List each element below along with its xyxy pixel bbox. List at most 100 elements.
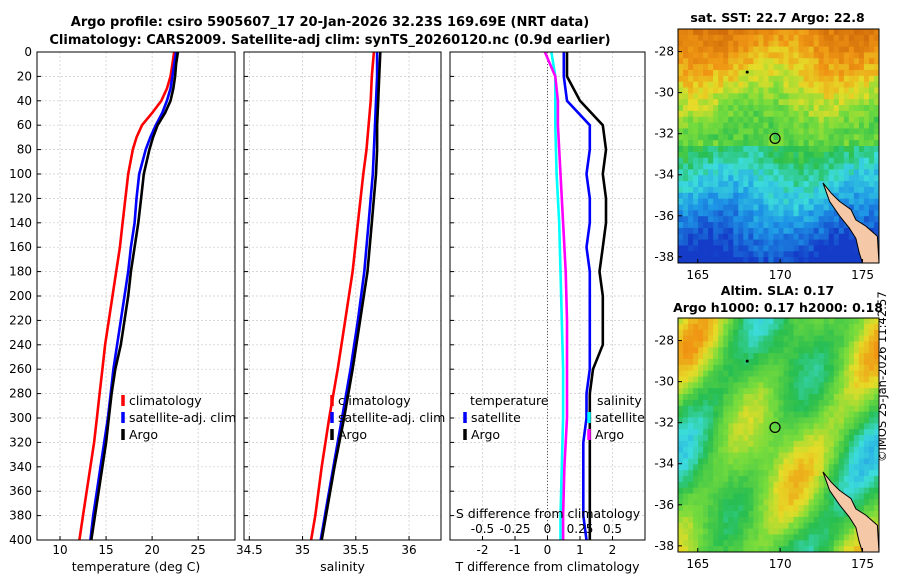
sla-map-cell bbox=[803, 458, 810, 465]
sst-map-cell bbox=[848, 251, 855, 258]
sst-map-cell bbox=[788, 157, 794, 164]
sst-map-cell bbox=[763, 87, 769, 94]
sst-map-cell bbox=[798, 134, 805, 141]
sla-map-cell bbox=[768, 347, 774, 354]
sla-map-cell bbox=[808, 446, 815, 453]
sla-map-cell bbox=[758, 435, 764, 442]
sst-map-cell bbox=[763, 34, 769, 42]
sla-map-cell bbox=[863, 399, 870, 407]
sla-map-cell bbox=[833, 470, 840, 477]
sst-map-cell bbox=[728, 157, 734, 164]
sla-map-cell bbox=[788, 318, 794, 325]
sst-map-cell bbox=[778, 163, 784, 170]
sla-map-cell bbox=[743, 522, 749, 529]
sla-map-cell bbox=[708, 376, 714, 383]
sst-map-cell bbox=[743, 81, 749, 88]
sst-map-cell bbox=[853, 151, 860, 159]
sla-map-cell bbox=[823, 376, 830, 383]
sst-map-cell bbox=[753, 116, 759, 123]
sst-map-cell bbox=[833, 81, 840, 88]
sst-map-cell bbox=[768, 52, 774, 59]
sla-map-cell bbox=[738, 528, 744, 535]
sla-map-cell bbox=[763, 440, 769, 448]
sst-map-cell bbox=[778, 110, 784, 118]
sla-map-cell bbox=[718, 347, 724, 354]
sst-map-cell bbox=[743, 75, 749, 83]
sst-map-cell bbox=[858, 175, 865, 182]
sst-map-cell bbox=[838, 128, 845, 135]
sla-map-cell bbox=[773, 353, 779, 360]
depth-tick-label: 20 bbox=[17, 69, 32, 83]
sst-map-cell bbox=[788, 110, 794, 118]
sst-map-cell bbox=[688, 134, 694, 141]
sst-map-cell bbox=[723, 233, 729, 240]
sst-map-cell bbox=[858, 216, 865, 223]
sla-map: 165 170 175-28-30-32-34-36-38 bbox=[654, 317, 880, 571]
sst-map-cell bbox=[863, 128, 870, 135]
sst-map-cell bbox=[683, 99, 689, 106]
sla-map-cell bbox=[728, 464, 734, 471]
sst-map-cell bbox=[738, 64, 744, 71]
sst-map-cell bbox=[698, 169, 704, 176]
sst-map-cell bbox=[823, 251, 830, 258]
sla-map-cell bbox=[798, 440, 805, 448]
sst-map-cell bbox=[778, 204, 784, 211]
sst-map-cell bbox=[748, 198, 754, 205]
sst-map-cell bbox=[873, 198, 880, 205]
sla-map-cell bbox=[813, 411, 820, 418]
sst-map-cell bbox=[788, 245, 794, 252]
sla-map-cell bbox=[803, 540, 810, 547]
sst-map-cell bbox=[698, 40, 704, 47]
sst-map-cell bbox=[863, 40, 870, 47]
sst-map-cell bbox=[768, 105, 774, 112]
sla-map-cell bbox=[733, 318, 739, 325]
sla-map-cell bbox=[818, 540, 825, 547]
salinity-legend-label: Argo bbox=[338, 427, 367, 442]
sla-map-cell bbox=[688, 470, 694, 477]
sla-map-cell bbox=[823, 440, 830, 448]
sla-map-cell bbox=[803, 499, 810, 506]
sla-map-cell bbox=[713, 458, 719, 465]
sla-map-cell bbox=[858, 417, 865, 424]
sla-map-cell bbox=[868, 329, 875, 336]
sla-map-cell bbox=[808, 411, 815, 418]
sla-map-cell bbox=[823, 341, 830, 348]
sla-map-cell bbox=[853, 364, 860, 372]
sst-map-cell bbox=[753, 163, 759, 170]
sst-map-cell bbox=[713, 146, 719, 153]
sst-map-cell bbox=[693, 116, 699, 123]
sla-map-cell bbox=[723, 335, 729, 342]
sla-map-cell bbox=[678, 388, 684, 395]
sst-map-cell bbox=[773, 64, 779, 71]
sla-map-cell bbox=[743, 464, 749, 471]
sla-map-cell bbox=[688, 522, 694, 529]
sla-map-cell bbox=[698, 347, 704, 354]
sla-map-cell bbox=[843, 347, 850, 354]
sst-map-cell bbox=[863, 34, 870, 42]
sst-map-cell bbox=[808, 216, 815, 223]
sla-map-cell bbox=[708, 370, 714, 377]
sla-map-cell bbox=[748, 475, 754, 483]
sst-map-cell bbox=[738, 222, 744, 229]
sla-map-cell bbox=[718, 394, 724, 401]
sst-map-cell bbox=[718, 122, 724, 129]
sla-map-cell bbox=[698, 534, 704, 541]
sla-map-cell bbox=[773, 417, 779, 424]
sst-map-cell bbox=[818, 239, 825, 246]
sla-map-cell bbox=[873, 475, 880, 483]
sst-map-cell bbox=[793, 181, 800, 188]
sst-map-cell bbox=[708, 210, 714, 217]
sst-map-cell bbox=[683, 233, 689, 240]
sla-map-cell bbox=[788, 516, 794, 524]
sla-map-cell bbox=[828, 505, 835, 512]
sst-map-cell bbox=[838, 87, 845, 94]
sst-map-cell bbox=[868, 186, 875, 194]
sst-map-cell bbox=[803, 181, 810, 188]
sla-map-cell bbox=[753, 446, 759, 453]
sla-map-cell bbox=[868, 511, 875, 518]
sst-map-cell bbox=[793, 110, 800, 118]
sla-map-cell bbox=[838, 388, 845, 395]
sst-map-cell bbox=[813, 69, 820, 77]
sla-map-cell bbox=[718, 323, 724, 331]
sst-map-cell bbox=[763, 128, 769, 135]
